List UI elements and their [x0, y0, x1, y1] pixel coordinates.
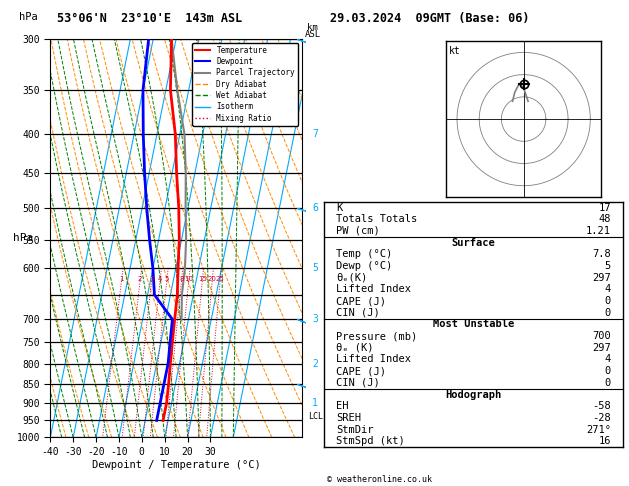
Text: 15: 15 — [198, 276, 207, 282]
Text: 0: 0 — [604, 378, 611, 388]
Text: 7: 7 — [312, 129, 318, 139]
Text: 16: 16 — [598, 436, 611, 446]
Text: 17: 17 — [598, 203, 611, 212]
Text: 3: 3 — [312, 314, 318, 324]
Text: StmSpd (kt): StmSpd (kt) — [336, 436, 404, 446]
Text: Lifted Index: Lifted Index — [336, 284, 411, 295]
Text: CAPE (J): CAPE (J) — [336, 296, 386, 306]
Text: 7.8: 7.8 — [592, 249, 611, 260]
Text: 1: 1 — [312, 398, 318, 408]
Text: CAPE (J): CAPE (J) — [336, 366, 386, 376]
Text: Totals Totals: Totals Totals — [336, 214, 417, 224]
Text: LCL: LCL — [308, 413, 323, 421]
Text: 0: 0 — [604, 366, 611, 376]
Text: © weatheronline.co.uk: © weatheronline.co.uk — [327, 474, 432, 484]
Text: CIN (J): CIN (J) — [336, 378, 380, 388]
Text: hPa: hPa — [19, 12, 38, 22]
Text: 6: 6 — [312, 203, 318, 213]
Text: 0: 0 — [604, 296, 611, 306]
Text: 4: 4 — [604, 354, 611, 364]
Text: km: km — [307, 22, 318, 32]
Text: 1.21: 1.21 — [586, 226, 611, 236]
Text: -28: -28 — [592, 413, 611, 423]
Text: 297: 297 — [592, 273, 611, 283]
Text: 5: 5 — [165, 276, 169, 282]
Text: kt: kt — [449, 46, 461, 56]
Text: 29.03.2024  09GMT (Base: 06): 29.03.2024 09GMT (Base: 06) — [330, 12, 530, 25]
X-axis label: Dewpoint / Temperature (°C): Dewpoint / Temperature (°C) — [92, 460, 260, 470]
Text: K: K — [336, 203, 342, 212]
Text: 4: 4 — [158, 276, 162, 282]
Text: 2: 2 — [138, 276, 142, 282]
Text: SREH: SREH — [336, 413, 361, 423]
Text: ASL: ASL — [304, 30, 321, 39]
Text: 2: 2 — [312, 359, 318, 368]
Text: 0: 0 — [604, 308, 611, 318]
Text: 297: 297 — [592, 343, 611, 353]
Text: EH: EH — [336, 401, 348, 411]
Text: 700: 700 — [592, 331, 611, 341]
Text: 4: 4 — [604, 284, 611, 295]
Text: Pressure (mb): Pressure (mb) — [336, 331, 417, 341]
Text: Lifted Index: Lifted Index — [336, 354, 411, 364]
Text: CIN (J): CIN (J) — [336, 308, 380, 318]
Text: 5: 5 — [604, 261, 611, 271]
Text: PW (cm): PW (cm) — [336, 226, 380, 236]
Text: -58: -58 — [592, 401, 611, 411]
Legend: Temperature, Dewpoint, Parcel Trajectory, Dry Adiabat, Wet Adiabat, Isotherm, Mi: Temperature, Dewpoint, Parcel Trajectory… — [192, 43, 298, 125]
Text: 3: 3 — [149, 276, 153, 282]
Text: 25: 25 — [216, 276, 225, 282]
Text: hPa: hPa — [13, 233, 33, 243]
Text: 271°: 271° — [586, 425, 611, 434]
Text: 53°06'N  23°10'E  143m ASL: 53°06'N 23°10'E 143m ASL — [57, 12, 242, 25]
Text: 1: 1 — [119, 276, 124, 282]
Text: 20: 20 — [208, 276, 216, 282]
Text: θₑ (K): θₑ (K) — [336, 343, 374, 353]
Text: Surface: Surface — [452, 238, 495, 247]
Text: Temp (°C): Temp (°C) — [336, 249, 392, 260]
Text: θₑ(K): θₑ(K) — [336, 273, 367, 283]
Text: Hodograph: Hodograph — [445, 389, 501, 399]
Text: 8: 8 — [179, 276, 184, 282]
Text: 48: 48 — [598, 214, 611, 224]
Text: Dewp (°C): Dewp (°C) — [336, 261, 392, 271]
Text: 10: 10 — [184, 276, 193, 282]
Text: Most Unstable: Most Unstable — [433, 319, 514, 330]
Text: 5: 5 — [312, 263, 318, 273]
Text: StmDir: StmDir — [336, 425, 374, 434]
